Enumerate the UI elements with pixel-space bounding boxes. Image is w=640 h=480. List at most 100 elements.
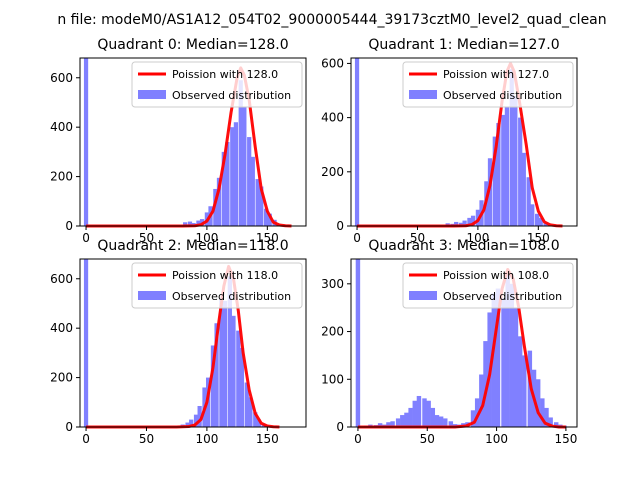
y-tick-label: 0 bbox=[336, 420, 344, 434]
hist-bar bbox=[501, 114, 506, 226]
x-tick-label: 100 bbox=[485, 432, 508, 446]
axes-frame-1 bbox=[350, 57, 578, 227]
hist-bar bbox=[256, 419, 261, 427]
hist-bar bbox=[504, 106, 510, 226]
hist-bar bbox=[522, 355, 527, 427]
hist-bar bbox=[193, 414, 199, 427]
hist-bar bbox=[83, 58, 89, 226]
x-tick-label: 150 bbox=[554, 432, 577, 446]
y-tick-label: 600 bbox=[321, 56, 344, 70]
hist-bar bbox=[400, 415, 405, 427]
hist-bar bbox=[491, 293, 497, 427]
hist-bar bbox=[483, 341, 488, 427]
legend-2: Poission with 118.0 Observed distributio… bbox=[131, 262, 303, 309]
hist-bar bbox=[408, 407, 413, 427]
hist-bar bbox=[377, 423, 383, 427]
hist-bar bbox=[470, 215, 476, 226]
y-tick-label: 0 bbox=[336, 219, 344, 233]
x-tick-label: 50 bbox=[139, 432, 154, 446]
y-tick-label: 0 bbox=[65, 219, 73, 233]
hist-bar bbox=[255, 179, 260, 226]
hist-bar bbox=[386, 422, 391, 427]
hist-bar bbox=[222, 301, 228, 427]
legend-box-2 bbox=[131, 262, 303, 309]
legend-3: Poission with 108.0 Observed distributio… bbox=[402, 262, 574, 309]
figure-title: n file: modeM0/AS1A12_054T02_9000005444_… bbox=[57, 12, 606, 28]
hist-bar bbox=[239, 347, 245, 427]
hist-bar bbox=[535, 379, 541, 427]
x-tick-label: 150 bbox=[527, 231, 550, 245]
hist-bar bbox=[530, 204, 535, 226]
hist-bar bbox=[238, 80, 243, 227]
hist-bar bbox=[196, 220, 201, 226]
y-tick-label: 100 bbox=[321, 372, 344, 386]
legend-label-poisson-0: Poission with 128.0 bbox=[172, 68, 278, 81]
hist-bar bbox=[538, 217, 543, 226]
hist-bar bbox=[509, 68, 514, 226]
hist-bar bbox=[416, 395, 422, 427]
y-tick-label: 600 bbox=[50, 272, 73, 286]
legend-1: Poission with 127.0 Observed distributio… bbox=[402, 61, 574, 108]
panel-title-1: Quadrant 1: Median=127.0 bbox=[368, 37, 559, 53]
x-tick-label: 0 bbox=[82, 231, 90, 245]
hist-bar bbox=[216, 177, 222, 226]
hist-bar bbox=[454, 221, 459, 226]
hist-bar bbox=[183, 222, 188, 226]
panel-quadrant-1: Quadrant 1: Median=127.0 0 50 100 150 0 200 40… bbox=[321, 37, 578, 245]
hist-bar bbox=[259, 186, 264, 226]
legend-label-observed-3: Observed distribution bbox=[443, 290, 562, 303]
hist-bar bbox=[422, 398, 427, 427]
legend-label-poisson-1: Poission with 127.0 bbox=[443, 68, 549, 81]
x-tick-label: 100 bbox=[195, 231, 218, 245]
hist-bar bbox=[430, 407, 436, 427]
legend-box-3 bbox=[402, 262, 574, 309]
hist-bar bbox=[501, 298, 506, 427]
hist-bar bbox=[495, 288, 501, 427]
hist-bar bbox=[443, 418, 448, 427]
hist-bar bbox=[214, 323, 219, 427]
hist-bar bbox=[264, 208, 269, 226]
legend-label-observed-1: Observed distribution bbox=[443, 89, 562, 102]
hist-bar bbox=[267, 213, 272, 226]
hist-bar bbox=[221, 151, 226, 226]
hist-bar bbox=[83, 259, 89, 427]
x-tick-label: 50 bbox=[410, 231, 425, 245]
hist-bar bbox=[548, 417, 553, 427]
hist-bar bbox=[242, 107, 247, 226]
hist-bar bbox=[197, 406, 202, 427]
y-tick-label: 400 bbox=[50, 321, 73, 335]
hist-bar bbox=[462, 220, 467, 226]
y-tick-label: 400 bbox=[50, 120, 73, 134]
hist-bar bbox=[505, 274, 510, 427]
hist-bar bbox=[496, 123, 501, 226]
hist-bar bbox=[544, 407, 549, 427]
hist-bar bbox=[518, 117, 523, 226]
hist-bar bbox=[227, 276, 232, 427]
y-tick-label: 0 bbox=[65, 420, 73, 434]
panel-quadrant-2: Quadrant 2: Median=118.0 0 50 100 150 0 200 40… bbox=[50, 238, 307, 446]
hist-bar bbox=[474, 398, 480, 427]
hist-bar bbox=[448, 421, 454, 427]
hist-bar bbox=[231, 315, 236, 427]
legend-hist-swatch-1 bbox=[409, 90, 437, 99]
hist-bar bbox=[553, 422, 559, 427]
hist-bar bbox=[253, 412, 258, 427]
hist-bar bbox=[248, 397, 253, 427]
x-tick-label: 50 bbox=[139, 231, 154, 245]
hist-bar bbox=[509, 283, 515, 427]
x-tick-label: 0 bbox=[82, 432, 90, 446]
y-tick-label: 200 bbox=[50, 170, 73, 184]
legend-hist-swatch-2 bbox=[138, 291, 166, 300]
panel-quadrant-0: Quadrant 0: Median=128.0 0 50 100 150 0 200 40… bbox=[50, 37, 307, 245]
y-tick-label: 200 bbox=[321, 165, 344, 179]
x-tick-label: 0 bbox=[353, 231, 361, 245]
panel-title-3: Quadrant 3: Median=108.0 bbox=[368, 238, 559, 254]
x-tick-label: 150 bbox=[256, 432, 279, 446]
legend-box-1 bbox=[402, 61, 574, 108]
hist-bar bbox=[404, 412, 409, 427]
hist-bar bbox=[540, 398, 545, 427]
legend-label-poisson-2: Poission with 118.0 bbox=[172, 269, 278, 282]
hist-bar bbox=[426, 400, 431, 427]
y-tick-label: 200 bbox=[321, 325, 344, 339]
